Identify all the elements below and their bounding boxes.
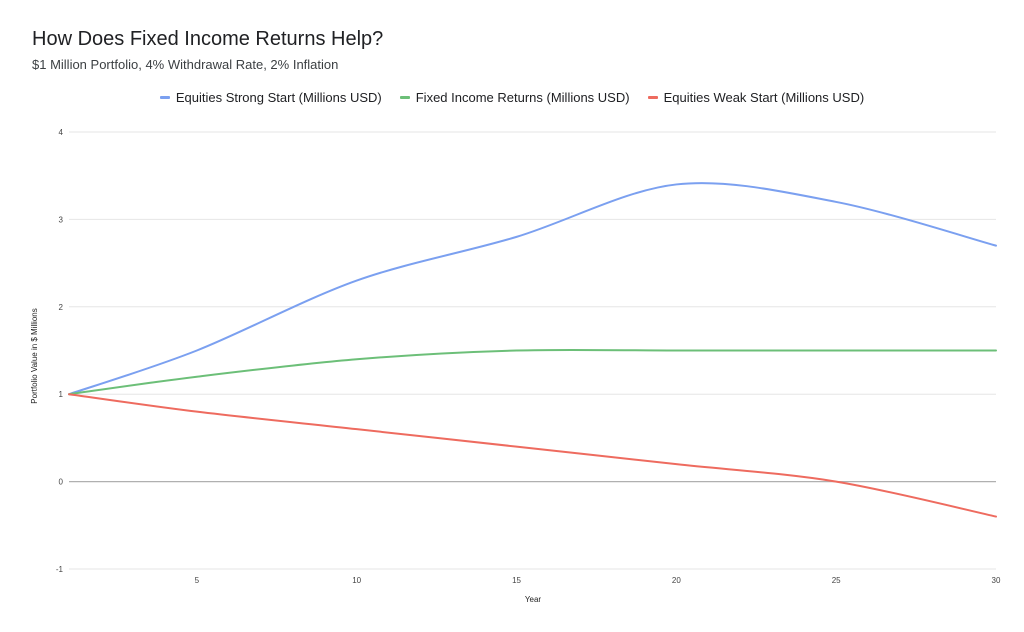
series-line-equities-strong: [68, 182, 997, 396]
y-tick-label: 3: [59, 215, 64, 224]
y-tick-label: 4: [59, 128, 64, 137]
y-tick-label: -1: [56, 565, 64, 574]
y-tick-label: 1: [59, 390, 64, 399]
series-line-fixed-income: [68, 348, 997, 396]
legend-swatch-blue: [159, 96, 170, 99]
x-tick-label: 20: [672, 576, 681, 585]
x-tick-label: 25: [832, 576, 841, 585]
legend-swatch-green: [399, 96, 410, 99]
x-tick-label: 30: [992, 576, 1001, 585]
y-tick-label: 2: [59, 303, 64, 312]
chart-legend: Equities Strong Start (Millions USD) Fix…: [0, 90, 1024, 105]
legend-item-equities-weak[interactable]: Equities Weak Start (Millions USD): [647, 90, 865, 105]
y-axis-ticks: -1 0 1 2 3 4: [56, 128, 64, 574]
x-tick-label: 5: [195, 576, 200, 585]
legend-item-fixed-income[interactable]: Fixed Income Returns (Millions USD): [399, 90, 630, 105]
x-axis-label: Year: [525, 595, 542, 604]
legend-item-equities-strong[interactable]: Equities Strong Start (Millions USD): [159, 90, 382, 105]
x-tick-label: 10: [352, 576, 361, 585]
legend-label: Equities Strong Start (Millions USD): [175, 90, 382, 105]
chart-subtitle: $1 Million Portfolio, 4% Withdrawal Rate…: [32, 57, 339, 72]
x-axis-ticks: 5 10 15 20 25 30: [195, 576, 1001, 585]
y-tick-label: 0: [59, 478, 64, 487]
series-line-equities-weak: [68, 393, 997, 518]
x-tick-label: 15: [512, 576, 521, 585]
chart-title: How Does Fixed Income Returns Help?: [32, 28, 384, 50]
legend-swatch-red: [647, 96, 658, 99]
y-axis-label: Portfolio Value in $ Millions: [30, 308, 39, 403]
legend-label: Equities Weak Start (Millions USD): [663, 90, 865, 105]
legend-label: Fixed Income Returns (Millions USD): [415, 90, 630, 105]
series-lines: [68, 182, 997, 518]
